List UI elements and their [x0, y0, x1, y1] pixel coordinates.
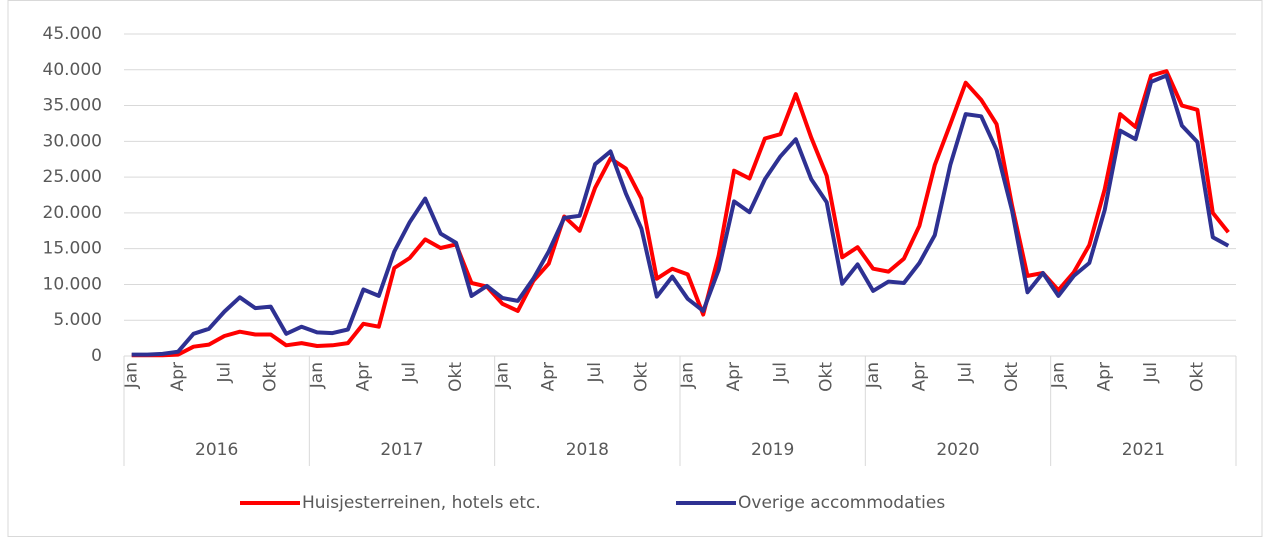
x-tick-label: Okt	[631, 362, 651, 392]
x-tick-label: Apr	[1095, 362, 1115, 391]
x-tick-label: Okt	[1002, 362, 1022, 392]
y-tick-label: 15.000	[43, 239, 102, 259]
y-tick-label: 35.000	[43, 96, 102, 116]
x-tick-label: Apr	[539, 362, 559, 391]
legend-label: Overige accommodaties	[738, 493, 945, 513]
chart-border	[7, 0, 1263, 537]
y-tick-label: 40.000	[43, 60, 102, 80]
legend-label: Huisjesterreinen, hotels etc.	[302, 493, 541, 513]
y-tick-label: 45.000	[43, 24, 102, 44]
line-series	[131, 73, 1230, 357]
y-tick-label: 10.000	[43, 274, 102, 294]
y-tick-label: 20.000	[43, 203, 102, 223]
x-tick-label: Jan	[307, 362, 327, 389]
x-tick-label: Jan	[863, 362, 883, 389]
x-tick-label: Apr	[168, 362, 188, 391]
y-tick-label: 30.000	[43, 131, 102, 151]
x-tick-label: Jul	[956, 362, 976, 384]
group-label: 2017	[380, 440, 423, 460]
group-label: 2018	[566, 440, 609, 460]
group-label: 2019	[751, 440, 794, 460]
x-tick-label: Jul	[585, 362, 605, 384]
x-tick-label: Apr	[909, 362, 929, 391]
group-label: 2016	[195, 440, 238, 460]
x-tick-label: Jan	[678, 362, 698, 389]
x-tick-label: Okt	[261, 362, 281, 392]
group-label: 2020	[936, 440, 979, 460]
x-tick-label: Jan	[122, 362, 142, 389]
x-tick-label: Jul	[214, 362, 234, 384]
x-tick-label: Jan	[492, 362, 512, 389]
y-tick-label: 0	[91, 346, 102, 366]
x-tick-label: Jul	[770, 362, 790, 384]
x-tick-label: Apr	[353, 362, 373, 391]
x-tick-label: Okt	[817, 362, 837, 392]
x-tick-label: Jul	[400, 362, 420, 384]
x-tick-label: Okt	[1187, 362, 1207, 392]
group-label: 2021	[1122, 440, 1165, 460]
y-tick-label: 5.000	[53, 310, 102, 330]
x-tick-label: Jul	[1141, 362, 1161, 384]
y-tick-label: 25.000	[43, 167, 102, 187]
x-tick-label: Jan	[1048, 362, 1068, 389]
x-tick-label: Okt	[446, 362, 466, 392]
x-tick-label: Apr	[724, 362, 744, 391]
